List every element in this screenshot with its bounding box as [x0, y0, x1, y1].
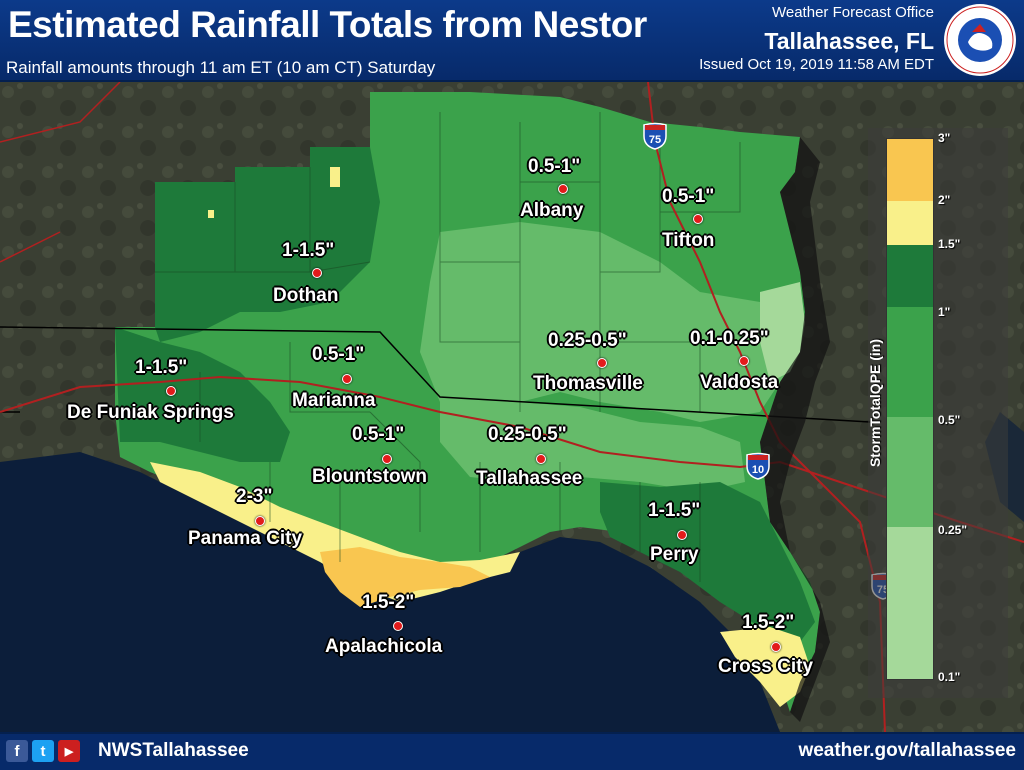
- rainfall-speck: [208, 210, 214, 218]
- rainfall-1-1.5-defuniak: [115, 327, 290, 462]
- rainfall-1-1.5-west: [155, 147, 380, 342]
- legend-tick: 3": [938, 131, 951, 145]
- rainfall-amount-label: 0.1-0.25": [690, 328, 769, 349]
- city-marker-dot: [597, 358, 607, 368]
- twitter-icon[interactable]: t: [32, 740, 54, 762]
- youtube-icon[interactable]: ▶: [58, 740, 80, 762]
- city-marker-dot: [342, 374, 352, 384]
- county-boundaries: [155, 112, 741, 582]
- rainfall-0.1-0.25-valdosta: [760, 282, 805, 382]
- rainfall-amount-label: 0.5-1": [662, 186, 715, 207]
- city-marker-dot: [255, 516, 265, 526]
- city-label: Thomasville: [533, 373, 643, 394]
- office-name: Tallahassee, FL: [764, 28, 934, 54]
- social-handle[interactable]: NWSTallahassee: [98, 740, 249, 761]
- city-label: Dothan: [273, 285, 339, 306]
- city-label: Valdosta: [700, 372, 779, 393]
- city-label: Perry: [650, 544, 699, 565]
- rainfall-amount-label: 0.25-0.5": [548, 330, 627, 351]
- legend-swatch-0.25-0.5: [887, 417, 933, 527]
- page-title: Estimated Rainfall Totals from Nestor: [8, 4, 647, 45]
- highway: [0, 82, 121, 143]
- city-marker-dot: [166, 386, 176, 396]
- legend-swatch-0.1-0.25: [887, 527, 933, 679]
- legend-tick: 0.5": [938, 413, 961, 427]
- legend-tick: 1.5": [938, 237, 961, 251]
- city-label: Apalachicola: [325, 636, 443, 657]
- rainfall-amount-label: 1.5-2": [742, 612, 795, 633]
- city-label: Panama City: [188, 528, 303, 549]
- city-marker-dot: [382, 454, 392, 464]
- rainfall-amount-label: 1.5-2": [362, 592, 415, 613]
- city-marker-dot: [558, 184, 568, 194]
- rainfall-speck: [330, 167, 340, 187]
- issued-timestamp: Issued Oct 19, 2019 11:58 AM EDT: [699, 56, 934, 73]
- legend-tick: 0.25": [938, 523, 968, 537]
- legend-tick: 1": [938, 305, 951, 319]
- city-label: Tifton: [662, 230, 715, 251]
- radar-edge-shadow: [760, 137, 830, 722]
- legend-title: StormTotalQPE (in): [867, 338, 883, 468]
- legend-swatch-1-1.5: [887, 245, 933, 307]
- rainfall-2-3-panamacity: [320, 547, 490, 607]
- city-marker-dot: [739, 356, 749, 366]
- rainfall-amount-label: 1-1.5": [135, 357, 188, 378]
- rainfall-1.5-2-crosscity: [720, 627, 810, 707]
- rainfall-0.25-0.5-central: [420, 222, 800, 422]
- header-bar: Estimated Rainfall Totals from Nestor Ra…: [0, 0, 1024, 82]
- rainfall-0.25-0.5-tallahassee: [440, 402, 745, 492]
- page-subtitle: Rainfall amounts through 11 am ET (10 am…: [6, 58, 436, 77]
- rainfall-amount-label: 0.5-1": [312, 344, 365, 365]
- city-label: Tallahassee: [476, 468, 583, 489]
- rainfall-map: [0, 82, 1024, 732]
- rainfall-1-1.5-perry: [600, 482, 815, 642]
- legend-swatch-2-3: [887, 139, 933, 201]
- city-label: Cross City: [718, 656, 814, 677]
- city-marker-dot: [312, 268, 322, 278]
- footer-bar: f t ▶ NWSTallahassee weather.gov/tallaha…: [0, 732, 1024, 770]
- legend-tick: 2": [938, 193, 951, 207]
- highway: [0, 231, 61, 263]
- svg-text:10: 10: [752, 464, 764, 476]
- rainfall-amount-label: 2-3": [236, 486, 273, 507]
- rainfall-amount-label: 0.5-1": [528, 156, 581, 177]
- rainfall-amount-label: 0.5-1": [352, 424, 405, 445]
- facebook-icon[interactable]: f: [6, 740, 28, 762]
- city-marker-dot: [677, 530, 687, 540]
- city-marker-dot: [536, 454, 546, 464]
- legend-colorbar: [886, 138, 934, 680]
- legend-tick: 0.1": [938, 670, 961, 684]
- wfo-label: Weather Forecast Office: [771, 4, 934, 21]
- city-label: De Funiak Springs: [67, 402, 234, 423]
- city-label: Albany: [520, 200, 584, 221]
- city-marker-dot: [771, 642, 781, 652]
- rainfall-amount-label: 0.25-0.5": [488, 424, 567, 445]
- legend-swatch-1.5-2: [887, 201, 933, 245]
- legend-swatch-0.5-1: [887, 307, 933, 417]
- social-icons: f t ▶: [6, 740, 80, 762]
- svg-text:75: 75: [649, 134, 661, 146]
- interstate-shield-icon: 75: [643, 122, 667, 150]
- city-marker-dot: [693, 214, 703, 224]
- interstate-shield-icon: 10: [746, 452, 770, 480]
- interstate-75: [647, 82, 886, 732]
- city-label: Marianna: [292, 390, 376, 411]
- website-link[interactable]: weather.gov/tallahassee: [798, 740, 1016, 761]
- rainfall-amount-label: 1-1.5": [282, 240, 335, 261]
- nws-logo-icon: [944, 4, 1016, 76]
- state-line: [0, 326, 871, 423]
- city-label: Blountstown: [312, 466, 428, 487]
- city-marker-dot: [393, 621, 403, 631]
- rainfall-amount-label: 1-1.5": [648, 500, 701, 521]
